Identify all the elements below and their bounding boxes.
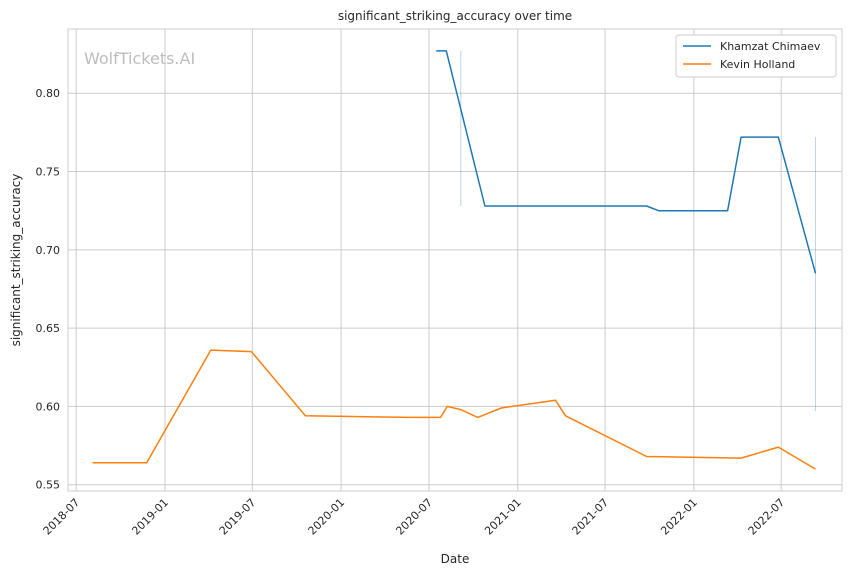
series-line-0 xyxy=(436,50,817,274)
x-tick-label: 2019-01 xyxy=(129,496,171,538)
y-tick-label: 0.75 xyxy=(36,166,61,179)
series-lines xyxy=(92,50,817,470)
x-tick-labels: 2018-07 2019-01 2019-07 2020-01 2020-07 2021-… xyxy=(41,496,788,538)
legend-box xyxy=(675,34,837,78)
grid-lines xyxy=(68,29,842,491)
variance-bands xyxy=(460,50,816,412)
x-tick-label: 2021-01 xyxy=(482,496,524,538)
legend: Khamzat Chimaev Kevin Holland xyxy=(675,34,837,78)
x-tick-label: 2021-07 xyxy=(569,496,611,538)
legend-label-khamzat: Khamzat Chimaev xyxy=(720,40,821,53)
y-tick-label: 0.70 xyxy=(36,244,61,257)
x-tick-label: 2019-07 xyxy=(217,496,259,538)
x-axis-label: Date xyxy=(441,552,470,566)
x-tick-label: 2022-01 xyxy=(658,496,700,538)
x-tick-label: 2020-07 xyxy=(393,496,435,538)
x-tick-label: 2022-07 xyxy=(746,496,788,538)
chart-title: significant_striking_accuracy over time xyxy=(338,9,572,23)
y-tick-label: 0.65 xyxy=(36,322,61,335)
x-tick-label: 2020-01 xyxy=(306,496,348,538)
x-tick-label: 2018-07 xyxy=(41,496,83,538)
y-tick-label: 0.60 xyxy=(36,400,61,413)
legend-label-kevin: Kevin Holland xyxy=(720,58,795,71)
y-tick-labels: 0.55 0.60 0.65 0.70 0.75 0.80 xyxy=(36,87,61,492)
y-axis-label: significant_striking_accuracy xyxy=(9,174,23,347)
y-tick-label: 0.80 xyxy=(36,87,61,100)
y-tick-label: 0.55 xyxy=(36,479,61,492)
watermark: WolfTickets.AI xyxy=(84,49,195,68)
plot-area xyxy=(67,28,843,492)
series-line-1 xyxy=(92,349,816,470)
